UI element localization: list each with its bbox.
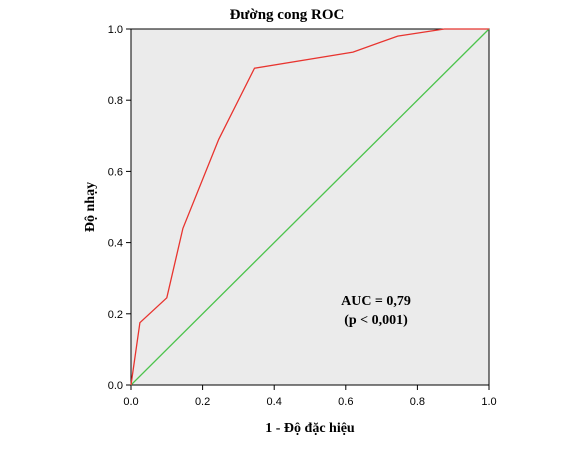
x-axis-title: 1 - Độ đặc hiệu <box>265 421 355 436</box>
chart-title: Đường cong ROC <box>230 7 345 23</box>
x-tick-label: 0.0 <box>123 396 138 408</box>
y-tick-label: 0.4 <box>108 238 123 250</box>
y-tick-label: 0.8 <box>108 95 123 107</box>
y-tick-label: 0.6 <box>108 166 123 178</box>
x-tick-label: 1.0 <box>481 396 496 408</box>
y-tick-label: 0.2 <box>108 309 123 321</box>
roc-curve-line <box>130 28 489 386</box>
auc-annotation: AUC = 0,79 <box>341 294 411 309</box>
y-tick-label: 1.0 <box>108 24 123 36</box>
x-tick-label: 0.2 <box>195 396 210 408</box>
x-tick-label: 0.4 <box>267 396 282 408</box>
x-tick-label: 0.6 <box>338 396 353 408</box>
reference-diagonal-line <box>130 28 490 386</box>
y-axis-title: Độ nhạy <box>83 182 98 232</box>
x-tick-label: 0.8 <box>410 396 425 408</box>
y-tick-label: 0.0 <box>108 380 123 392</box>
p-value-annotation: (p < 0,001) <box>344 313 408 328</box>
